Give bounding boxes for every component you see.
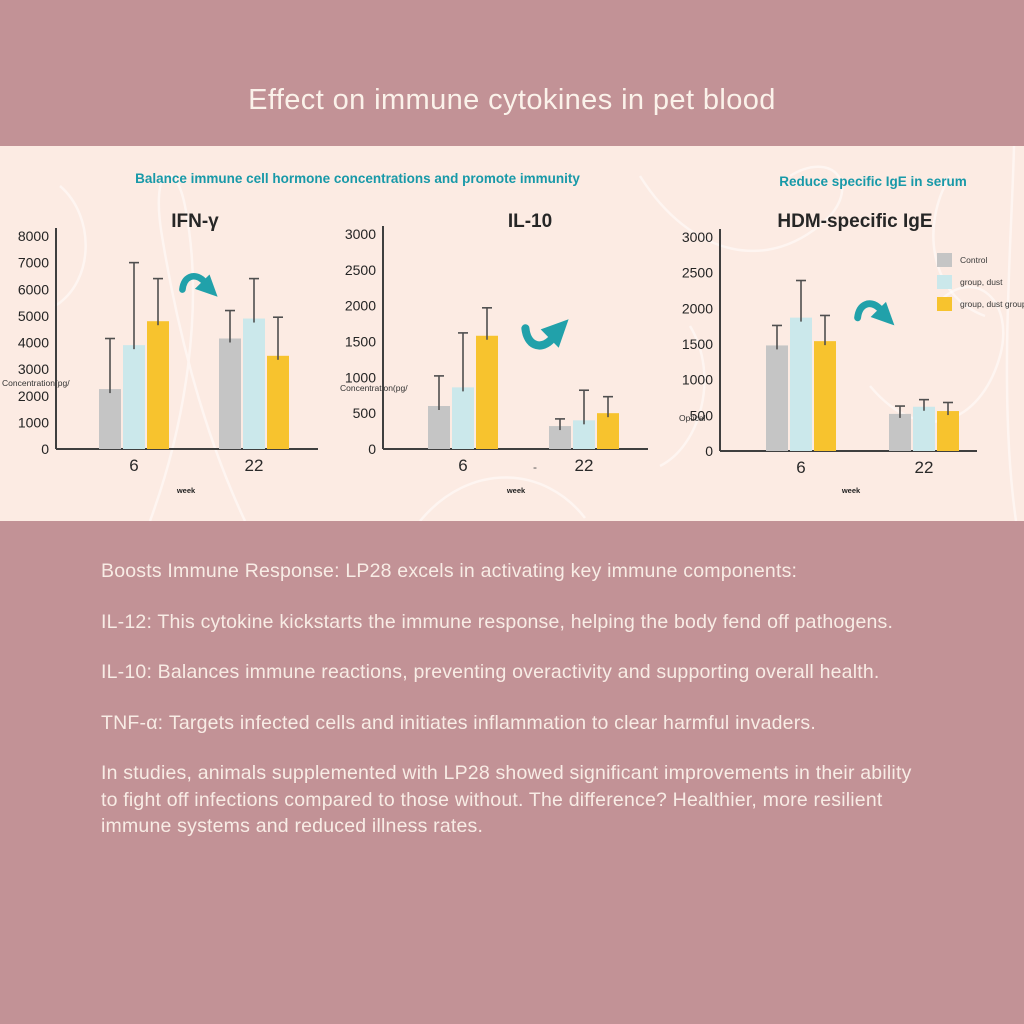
bar <box>147 321 169 449</box>
charts-band: Balance immune cell hormone concentratio… <box>0 146 1024 521</box>
chart-legend: Control group, dust group, dust group - <box>937 253 1024 319</box>
bar <box>476 335 498 449</box>
bar <box>267 355 289 449</box>
x-tick-label: 22 <box>245 456 264 475</box>
y-tick-label: 3000 <box>345 226 376 242</box>
y-tick-label: 3000 <box>682 229 713 245</box>
legend-swatch-group-dust <box>937 275 952 289</box>
y-tick-label: 1500 <box>682 336 713 352</box>
y-tick-label: 0 <box>705 443 713 459</box>
arrow-tail <box>854 300 883 322</box>
bar <box>573 420 595 449</box>
bar <box>597 413 619 449</box>
x-tick-label: 22 <box>915 458 934 477</box>
bar <box>814 341 836 451</box>
bar-plot-il-10: 0 500 1000 1500 2000 2500 3000 6 22 <box>345 226 648 475</box>
legend-label: group, dust group - <box>960 299 1024 309</box>
x-tick-label: 6 <box>796 458 805 477</box>
chart-hdm-specific-ige: HDM-specific IgE Optical 0 500 1000 1500 200… <box>665 195 1024 510</box>
bar-plot-hdm-ige: 0 500 1000 1500 2000 2500 3000 6 22 <box>682 229 977 477</box>
chart-title-il-10: IL-10 <box>507 211 553 232</box>
arrow-head <box>540 319 569 348</box>
bar <box>243 318 265 449</box>
y-axis-label: Concentration(pg/ <box>340 383 408 393</box>
bar <box>452 387 474 449</box>
section-label-balance-immunity: Balance immune cell hormone concentratio… <box>135 171 580 186</box>
y-tick-label: 1500 <box>345 334 376 350</box>
paragraph-boosts-immune: Boosts Immune Response: LP28 excels in a… <box>101 560 798 582</box>
y-tick-label: 5000 <box>18 308 49 324</box>
paragraph-tnf-alpha: TNF-α: Targets infected cells and initia… <box>101 711 816 734</box>
y-tick-label: 2500 <box>345 262 376 278</box>
x-tick-label: 6 <box>129 456 138 475</box>
bar <box>790 317 812 451</box>
bar <box>219 338 241 449</box>
trend-arrow-up-icon <box>521 319 569 350</box>
legend-swatch-group-dust-group <box>937 297 952 311</box>
x-tick-label: 6 <box>458 456 467 475</box>
arrow-head <box>194 274 218 297</box>
legend-item-group-dust: group, dust <box>937 275 1024 289</box>
x-axis-label: week <box>506 486 526 495</box>
y-axis-label: Optical <box>679 413 706 423</box>
bar <box>766 345 788 451</box>
body-text: Boosts Immune Response: LP28 excels in a… <box>101 558 923 864</box>
header-band: Effect on immune cytokines in pet blood <box>0 0 1024 146</box>
y-tick-label: 0 <box>368 441 376 457</box>
y-tick-label: 3000 <box>18 361 49 377</box>
axis-note-dash: - <box>533 460 537 474</box>
background-doodles-decoration <box>54 146 1018 521</box>
legend-label: Control <box>960 255 988 265</box>
y-tick-label: 6000 <box>18 281 49 297</box>
chart-title-ifn-gamma: IFN-γ <box>171 211 219 232</box>
paragraph-il-10: IL-10: Balances immune reactions, preven… <box>101 661 880 683</box>
y-tick-label: 2000 <box>345 298 376 314</box>
y-tick-label: 1000 <box>18 414 49 430</box>
y-tick-label: 1000 <box>345 369 376 385</box>
arrow-tail <box>521 324 555 350</box>
bar <box>428 406 450 449</box>
bar <box>549 426 571 449</box>
y-tick-label: 7000 <box>18 255 49 271</box>
y-tick-label: 4000 <box>18 335 49 351</box>
x-tick-label: 22 <box>575 456 594 475</box>
chart-title-hdm-ige: HDM-specific IgE <box>777 211 933 232</box>
page-title: Effect on immune cytokines in pet blood <box>248 84 776 116</box>
y-tick-label: 2500 <box>682 265 713 281</box>
bar <box>913 406 935 451</box>
trend-arrow-down-icon <box>854 300 895 326</box>
bar <box>889 413 911 451</box>
y-tick-label: 500 <box>690 407 714 423</box>
x-axis-label: week <box>841 486 861 495</box>
bar <box>937 411 959 451</box>
legend-item-control: Control <box>937 253 1024 267</box>
legend-item-group-dust-group: group, dust group - <box>937 297 1024 311</box>
trend-arrow-down-icon <box>179 273 218 297</box>
bar <box>99 389 121 449</box>
arrow-tail <box>179 273 207 293</box>
y-tick-label: 2000 <box>682 300 713 316</box>
legend-swatch-control <box>937 253 952 267</box>
section-label-reduce-ige: Reduce specific IgE in serum <box>779 174 967 189</box>
paragraph-il-12: IL-12: This cytokine kickstarts the immu… <box>101 610 894 633</box>
chart-il-10: IL-10 Concentration(pg/ 0 500 1000 1500 2000… <box>330 195 675 510</box>
y-tick-label: 500 <box>353 405 377 421</box>
y-tick-label: 2000 <box>18 388 49 404</box>
x-axis-label: week <box>176 486 196 495</box>
legend-label: group, dust <box>960 277 1003 287</box>
bar <box>123 345 145 449</box>
arrow-head <box>870 301 895 326</box>
chart-ifn-gamma: IFN-γ Concentration(pg/ 0 1000 2000 3000 400… <box>0 195 345 510</box>
y-tick-label: 8000 <box>18 228 49 244</box>
paragraph-studies: In studies, animals supplemented with LP… <box>101 762 912 837</box>
bar-plot-ifn-gamma: 0 1000 2000 3000 4000 5000 6000 7000 8000 6 22 <box>18 228 318 475</box>
y-tick-label: 1000 <box>682 372 713 388</box>
y-tick-label: 0 <box>41 441 49 457</box>
y-axis-label: Concentration(pg/ <box>2 378 70 388</box>
